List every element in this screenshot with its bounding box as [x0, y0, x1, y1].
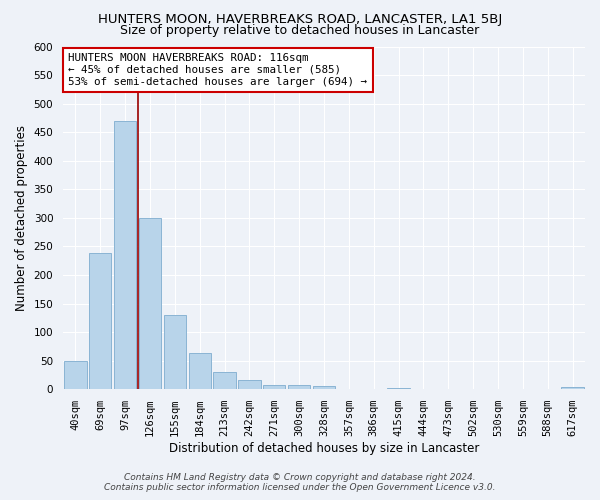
Bar	[89, 254, 112, 389]
Text: Contains HM Land Registry data © Crown copyright and database right 2024.
Contai: Contains HM Land Registry data © Crown c…	[104, 473, 496, 492]
X-axis label: Distribution of detached houses by size in Lancaster: Distribution of detached houses by size …	[169, 442, 479, 455]
Bar	[214, 372, 236, 389]
Bar	[139, 218, 161, 389]
Y-axis label: Number of detached properties: Number of detached properties	[15, 125, 28, 311]
Bar	[164, 315, 186, 389]
Bar	[313, 386, 335, 389]
Bar	[388, 388, 410, 389]
Bar	[238, 380, 260, 389]
Text: HUNTERS MOON, HAVERBREAKS ROAD, LANCASTER, LA1 5BJ: HUNTERS MOON, HAVERBREAKS ROAD, LANCASTE…	[98, 12, 502, 26]
Bar	[188, 353, 211, 389]
Bar	[562, 387, 584, 389]
Bar	[288, 385, 310, 389]
Bar	[114, 121, 136, 389]
Text: HUNTERS MOON HAVERBREAKS ROAD: 116sqm
← 45% of detached houses are smaller (585): HUNTERS MOON HAVERBREAKS ROAD: 116sqm ← …	[68, 54, 367, 86]
Bar	[263, 385, 286, 389]
Text: Size of property relative to detached houses in Lancaster: Size of property relative to detached ho…	[121, 24, 479, 37]
Bar	[64, 360, 86, 389]
